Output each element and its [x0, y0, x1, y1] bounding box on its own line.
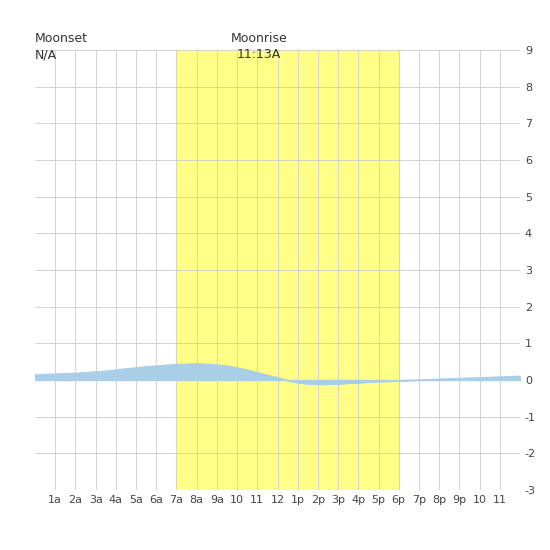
Bar [177, 50, 399, 490]
Text: 11:13A: 11:13A [237, 48, 281, 61]
Text: N/A: N/A [35, 48, 57, 61]
Text: Moonrise: Moonrise [230, 31, 287, 45]
Text: Moonset: Moonset [35, 31, 88, 45]
